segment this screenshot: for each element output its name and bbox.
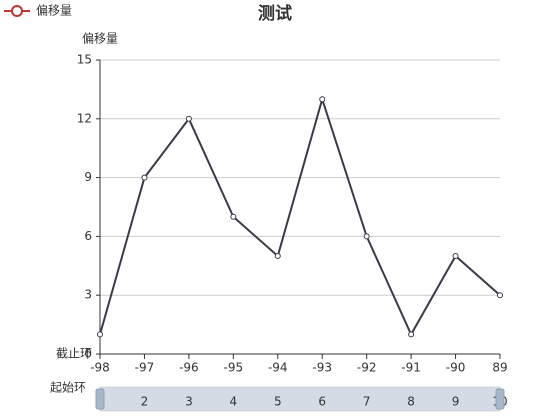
line xyxy=(99,95,501,337)
x2-tick-label: 5 xyxy=(274,395,282,409)
y-tick-label: 15 xyxy=(77,53,92,67)
point xyxy=(185,115,192,122)
data-zoom-window xyxy=(100,387,500,411)
x2-tick-label: 2 xyxy=(141,395,149,409)
data-zoom-handle xyxy=(95,388,105,410)
x-tick-label: -97 xyxy=(135,361,155,375)
x-tick-label: -91 xyxy=(401,361,421,375)
chart-title: 测试 xyxy=(258,3,292,24)
x-tick-label: -90 xyxy=(446,361,466,375)
x-tick-label: -93 xyxy=(312,361,332,375)
y-tick-label: 0 xyxy=(84,347,92,361)
point xyxy=(97,331,103,338)
y-tick-label: 3 xyxy=(84,288,92,302)
legend-icon xyxy=(11,5,23,17)
point xyxy=(363,233,370,240)
x-tick-label: -94 xyxy=(268,361,288,375)
y-tick-label: 9 xyxy=(84,170,92,184)
point xyxy=(319,96,326,103)
x2-tick-label: 4 xyxy=(230,395,238,409)
data-zoom-handle xyxy=(495,388,505,410)
legend-label: 偏移量 xyxy=(36,3,72,18)
y-tick-label: 6 xyxy=(84,229,92,243)
x2-tick-label: 9 xyxy=(452,395,460,409)
y-axis-label: 偏移量 xyxy=(82,31,118,46)
point xyxy=(274,253,281,259)
x2-tick-label: 6 xyxy=(318,395,326,409)
x2-tick-label: 8 xyxy=(407,395,415,409)
x-tick-label: -96 xyxy=(179,361,199,375)
point xyxy=(452,253,459,259)
x2-tick-label: 7 xyxy=(363,395,371,409)
x-axis-label: 截止环 xyxy=(56,347,92,361)
x2-axis-label: 起始环 xyxy=(50,381,86,395)
x2-tick-label: 3 xyxy=(185,395,193,409)
y-tick-label: 12 xyxy=(77,111,92,125)
x-tick-label: 89 xyxy=(492,361,507,375)
point xyxy=(141,174,148,181)
point xyxy=(408,331,415,338)
x-tick-label: -95 xyxy=(224,361,244,375)
x-tick-label: -98 xyxy=(90,361,110,375)
point xyxy=(230,213,237,220)
x-tick-label: -92 xyxy=(357,361,377,375)
point xyxy=(497,292,503,299)
